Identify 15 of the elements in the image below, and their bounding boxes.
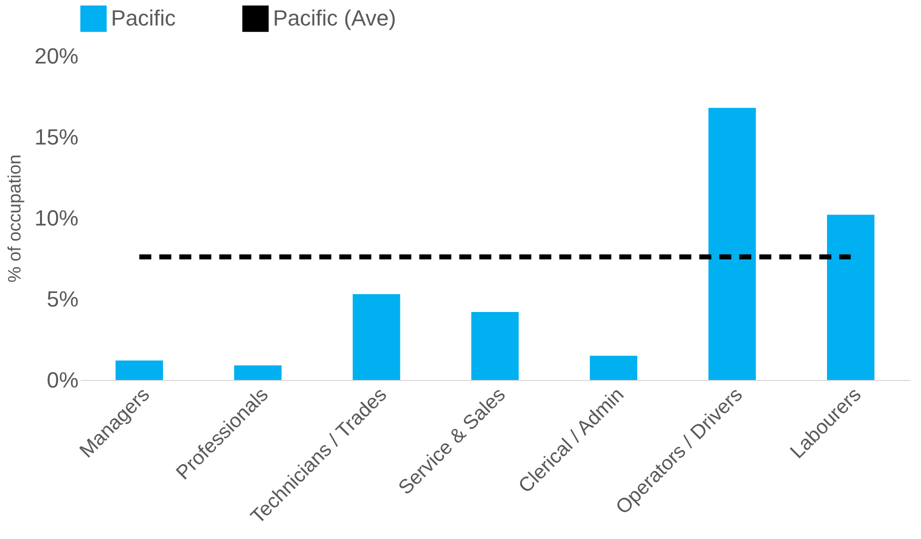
- bar: [590, 356, 638, 380]
- y-tick-label: 10%: [34, 206, 78, 230]
- bar: [708, 108, 756, 380]
- y-tick-label: 20%: [34, 44, 78, 68]
- y-tick-label: 5%: [46, 286, 78, 312]
- y-tick-label: 0%: [46, 368, 78, 392]
- bar: [352, 294, 400, 380]
- bar: [827, 214, 874, 380]
- bar: [471, 312, 519, 380]
- y-tick-label: 15%: [34, 124, 78, 150]
- bar: [116, 360, 163, 380]
- y-axis-title: % of occupation: [4, 154, 24, 283]
- legend-label: Pacific: [111, 6, 176, 31]
- legend-label: Pacific (Ave): [273, 6, 396, 31]
- bar: [234, 365, 282, 380]
